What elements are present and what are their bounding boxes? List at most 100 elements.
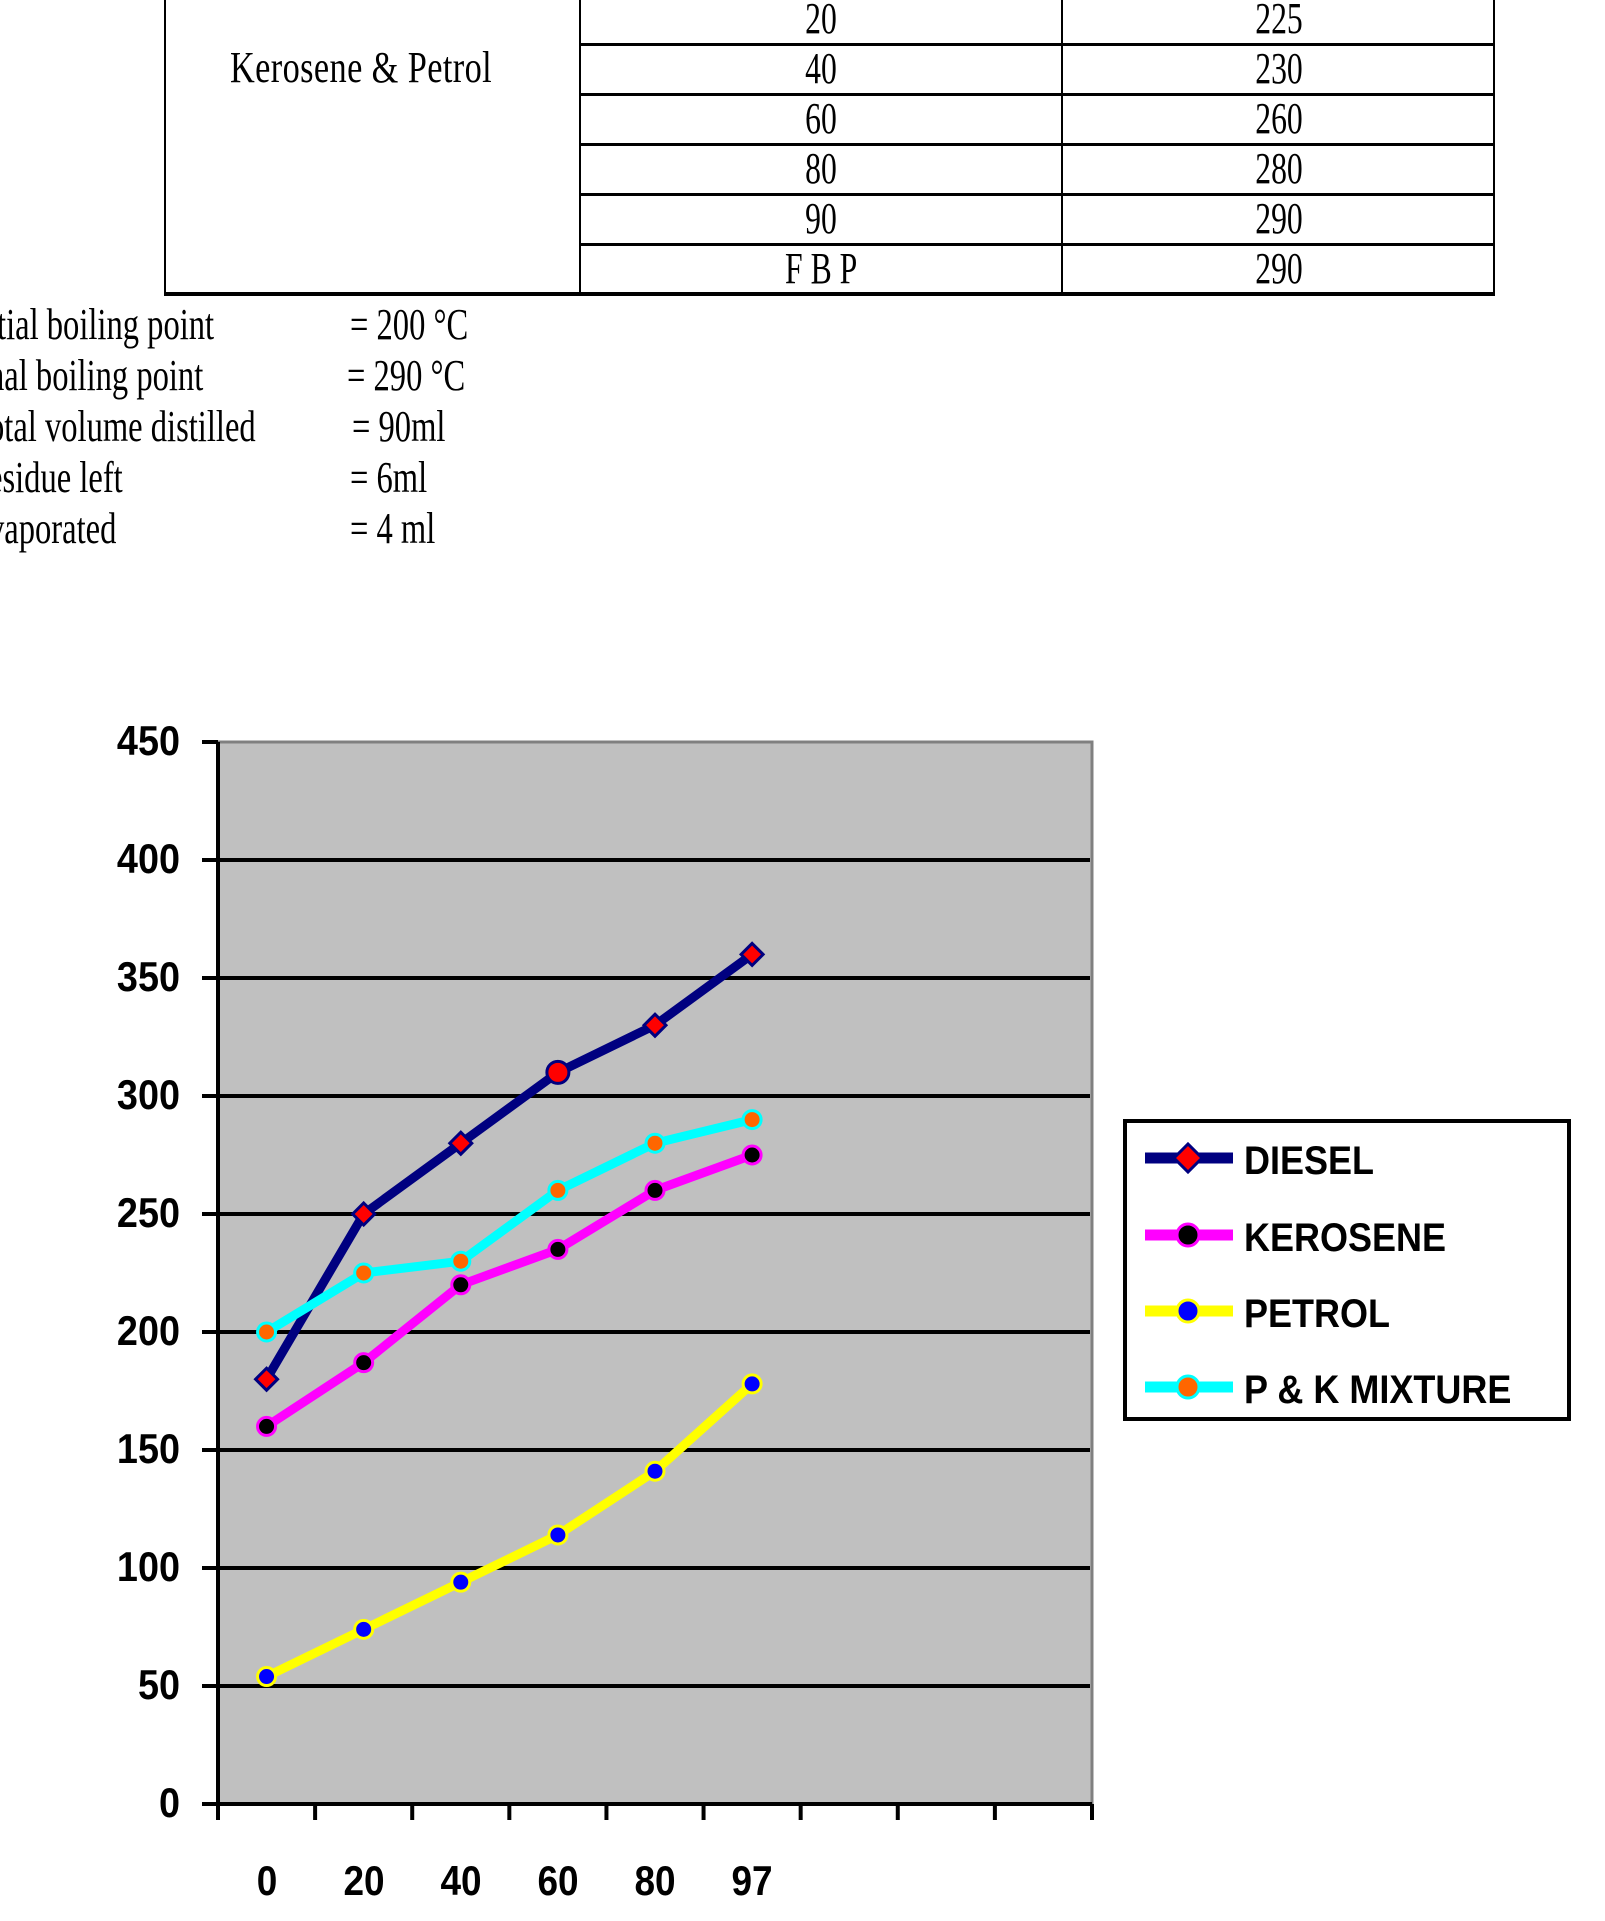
circle-marker-icon (450, 1274, 472, 1296)
y-tick-label: 450 (116, 717, 180, 764)
series-line-kerosene (264, 1150, 754, 1431)
volume-value: 40 (805, 44, 837, 93)
legend-item-kerosene: KEROSENE (1127, 1208, 1567, 1268)
summary-value: = 290 °C (347, 351, 466, 400)
volume-cell: 40 (580, 44, 1062, 94)
series-line-p-k-mixture (264, 1115, 754, 1336)
volume-value: 90 (805, 194, 837, 243)
diamond-marker-icon (641, 1012, 669, 1039)
sample-cell: Kerosene & Petrol (164, 0, 580, 295)
y-tick-label: 300 (116, 1071, 180, 1118)
y-tick-label: 50 (137, 1661, 180, 1708)
table-row: F B P 290 (580, 244, 1495, 294)
table-row: 60 260 (580, 94, 1495, 144)
table-row: 90 290 (580, 194, 1495, 244)
series-line-petrol (264, 1380, 756, 1681)
diamond-marker-icon (350, 1200, 377, 1228)
summary-value: = 90ml (352, 402, 446, 451)
x-tick-label: 20 (343, 1857, 385, 1904)
x-tick-label: 80 (634, 1857, 676, 1904)
volume-cell: 60 (580, 94, 1062, 144)
legend-label: PETROL (1244, 1292, 1391, 1336)
circle-marker-icon (353, 1352, 375, 1374)
summary-label: nal boiling point (0, 351, 204, 400)
x-tick-label: 97 (731, 1857, 773, 1904)
circle-marker-icon (644, 1179, 666, 1201)
summary-value: = 4 ml (350, 504, 436, 553)
circle-marker-icon (1145, 1298, 1233, 1324)
legend-item-pk-mixture: P & K MIXTURE (1127, 1360, 1567, 1420)
circle-marker-icon (547, 1179, 569, 1201)
table-row: 40 230 (580, 44, 1495, 94)
table-border-bottom (164, 292, 1495, 296)
table-row-line (580, 43, 1495, 46)
diamond-marker-icon (738, 941, 766, 968)
chart-plot-area (202, 740, 1094, 1820)
circle-marker-icon (256, 1321, 278, 1343)
circle-marker-icon (547, 1238, 569, 1260)
y-tick-label: 0 (158, 1779, 180, 1826)
volume-value: F B P (784, 244, 858, 293)
circle-marker-icon (1145, 1374, 1233, 1400)
temperature-value: 290 (1254, 194, 1303, 243)
temperature-cell: 290 (1062, 194, 1495, 244)
legend-item-diesel: DIESEL (1127, 1131, 1567, 1191)
table-divider-1 (579, 0, 581, 295)
diamond-marker-icon (1145, 1141, 1233, 1175)
table-row-line (580, 143, 1495, 146)
circle-marker-icon (353, 1262, 375, 1284)
summary-value: = 6ml (350, 453, 428, 502)
circle-marker-icon (547, 1524, 569, 1546)
circle-marker-icon (256, 1415, 278, 1437)
chart-legend: DIESEL KEROSENE PETROL P & K MIXTURE (1123, 1119, 1571, 1421)
diamond-marker-icon (447, 1130, 474, 1157)
summary-label: otal volume distilled (0, 402, 256, 451)
circle-marker-icon (545, 1059, 571, 1085)
temperature-value: 260 (1254, 94, 1303, 143)
temperature-cell: 225 (1062, 0, 1495, 44)
y-tick-label: 350 (116, 953, 180, 1000)
legend-label: KEROSENE (1244, 1216, 1447, 1260)
circle-marker-icon (256, 1666, 278, 1688)
distillation-table: Kerosene & Petrol 20 225 40 230 60 260 8… (164, 0, 1495, 296)
circle-marker-icon (644, 1460, 666, 1482)
temperature-cell: 230 (1062, 44, 1495, 94)
summary-label: vaporated (0, 504, 117, 553)
circle-marker-icon (353, 1618, 375, 1640)
temperature-value: 225 (1254, 0, 1303, 43)
table-border-right (1493, 0, 1495, 295)
table-row: 80 280 (580, 144, 1495, 194)
y-tick-label: 200 (116, 1307, 180, 1354)
table-divider-2 (1061, 0, 1063, 295)
table-row-line (580, 93, 1495, 96)
volume-cell: F B P (580, 244, 1062, 294)
series-line-diesel (262, 950, 755, 1382)
x-tick-label: 0 (256, 1857, 277, 1904)
distillation-line-chart: 0 50 100 150 200 250 300 350 400 450 0 20 40 60 80 97 (0, 700, 1605, 1921)
plot-background (216, 740, 1094, 1806)
table-row-line (580, 193, 1495, 196)
volume-value: 20 (805, 0, 837, 43)
temperature-cell: 290 (1062, 244, 1495, 294)
volume-value: 60 (805, 94, 837, 143)
legend-label: P & K MIXTURE (1244, 1368, 1512, 1412)
circle-marker-icon (1145, 1222, 1233, 1248)
temperature-value: 280 (1254, 144, 1303, 193)
table-row: 20 225 (580, 0, 1495, 44)
circle-marker-icon (644, 1132, 666, 1154)
x-tick-label: 60 (537, 1857, 579, 1904)
y-tick-label: 100 (116, 1543, 180, 1590)
sample-name: Kerosene & Petrol (230, 43, 493, 92)
volume-value: 80 (805, 144, 837, 193)
circle-marker-icon (741, 1109, 763, 1131)
summary-label: itial boiling point (0, 300, 215, 349)
summary-value: = 200 °C (350, 300, 469, 349)
diamond-marker-icon (253, 1366, 280, 1393)
volume-cell: 90 (580, 194, 1062, 244)
y-tick-label: 150 (116, 1425, 180, 1472)
temperature-cell: 280 (1062, 144, 1495, 194)
temperature-value: 290 (1254, 244, 1303, 293)
x-tick-label: 40 (440, 1857, 482, 1904)
table-row-line (580, 243, 1495, 246)
y-tick-label: 250 (116, 1189, 180, 1236)
